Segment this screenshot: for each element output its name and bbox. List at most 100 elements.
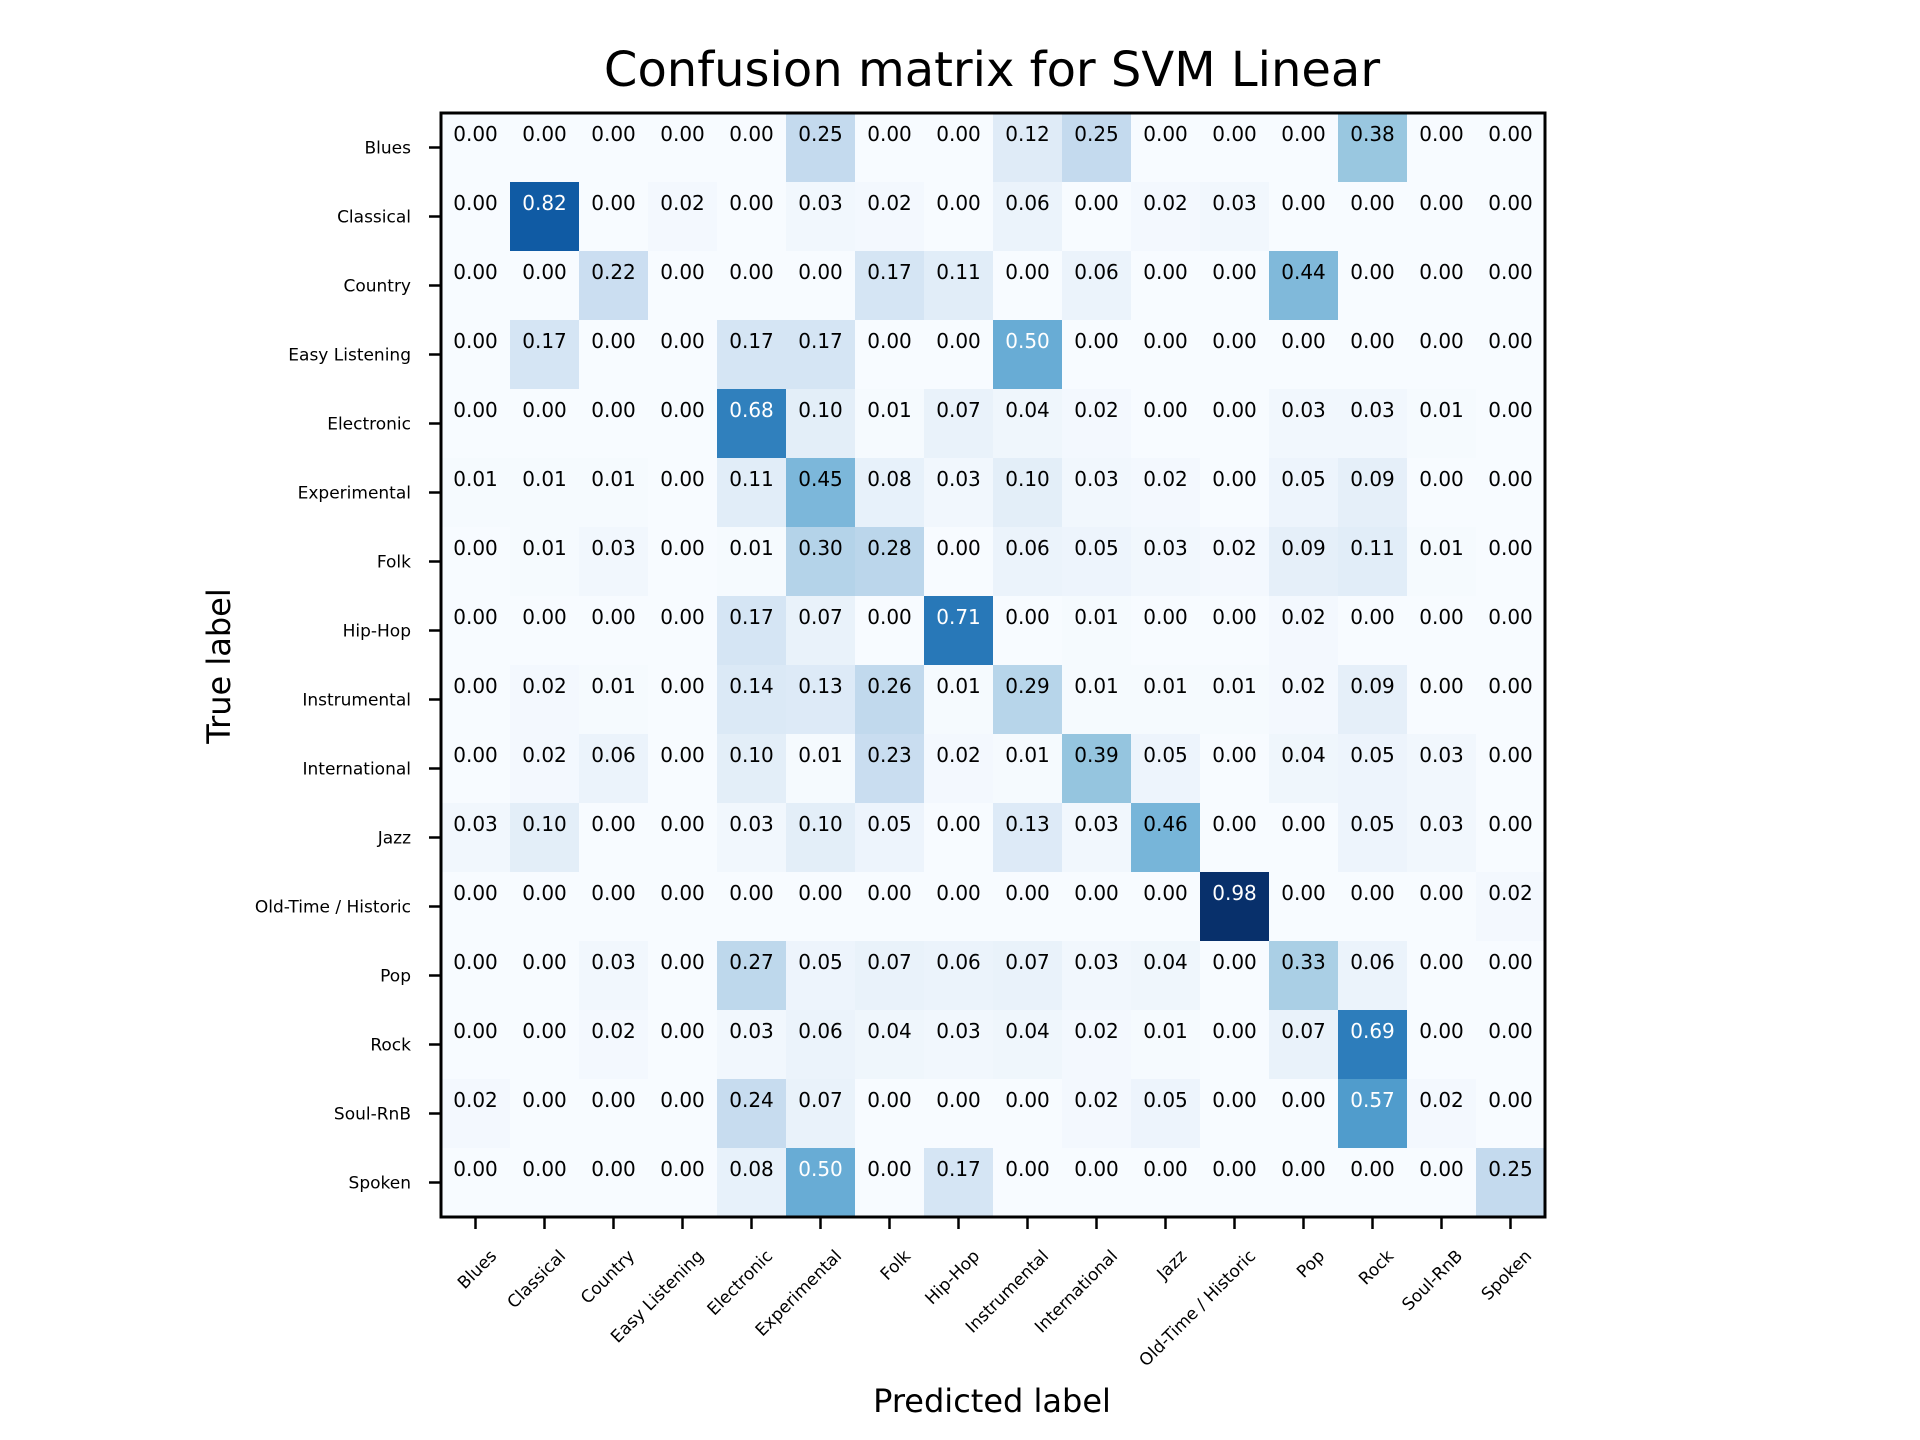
heatmap-cell [1062, 1148, 1132, 1218]
cell-value-label: 0.00 [1143, 329, 1188, 353]
heatmap-cell [717, 320, 787, 390]
heatmap-cell [510, 1148, 580, 1218]
heatmap-cell [441, 1010, 511, 1080]
heatmap-cell [1407, 320, 1477, 390]
heatmap-cell [1200, 596, 1270, 666]
cell-value-label: 0.10 [522, 812, 567, 836]
heatmap-cell [855, 734, 925, 804]
heatmap-cell [1269, 182, 1339, 252]
heatmap-cell [441, 113, 511, 183]
cell-value-label: 0.02 [1488, 881, 1533, 905]
cell-value-label: 0.00 [867, 881, 912, 905]
cell-value-label: 0.00 [1143, 1157, 1188, 1181]
heatmap-cell [993, 803, 1063, 873]
heatmap-cell [441, 734, 511, 804]
cell-value-label: 0.00 [453, 1019, 498, 1043]
cell-value-label: 0.00 [522, 122, 567, 146]
cell-value-label: 0.03 [1143, 536, 1188, 560]
cell-value-label: 0.00 [591, 1088, 636, 1112]
heatmap-cell [441, 1079, 511, 1149]
cell-value-label: 0.00 [1143, 122, 1188, 146]
heatmap-cell [1407, 113, 1477, 183]
y-tick-label: Classical [337, 208, 411, 228]
cell-value-label: 0.00 [660, 122, 705, 146]
heatmap-cell [924, 665, 994, 735]
cell-value-label: 0.24 [729, 1088, 774, 1112]
y-axis-ticks: Blues Classical Country Easy Listening Elect… [255, 139, 441, 1194]
heatmap-cell [1269, 872, 1339, 942]
heatmap-cell [1476, 941, 1546, 1011]
heatmap-cell [1131, 1010, 1201, 1080]
heatmap-cell [1062, 389, 1132, 459]
cell-value-label: 0.00 [522, 1019, 567, 1043]
heatmap-cell [441, 458, 511, 528]
heatmap-cell [579, 113, 649, 183]
cell-value-label: 0.04 [1143, 950, 1188, 974]
cell-value-label: 0.09 [1350, 467, 1395, 491]
cell-value-label: 0.00 [1005, 260, 1050, 284]
heatmap-cell [1269, 389, 1339, 459]
cell-value-label: 0.17 [729, 605, 774, 629]
cell-value-label: 0.03 [453, 812, 498, 836]
cell-value-label: 0.00 [1419, 881, 1464, 905]
cell-value-label: 0.17 [729, 329, 774, 353]
y-tick-label: Soul-RnB [334, 1105, 411, 1125]
cell-value-label: 0.03 [1212, 191, 1257, 215]
heatmap-cell [1407, 251, 1477, 321]
cell-value-label: 0.00 [660, 1019, 705, 1043]
heatmap-cell [579, 389, 649, 459]
cell-value-label: 0.00 [453, 950, 498, 974]
y-tick-label: Pop [380, 967, 411, 987]
cell-value-label: 0.00 [1419, 191, 1464, 215]
cell-value-label: 0.00 [660, 743, 705, 767]
cell-value-label: 0.50 [1005, 329, 1050, 353]
heatmap-cell [510, 389, 580, 459]
cell-value-label: 0.00 [1350, 260, 1395, 284]
cell-value-label: 0.00 [936, 536, 981, 560]
cell-value-label: 0.00 [1488, 1088, 1533, 1112]
cell-value-label: 0.06 [1005, 536, 1050, 560]
cell-value-label: 0.00 [1419, 1019, 1464, 1043]
heatmap-cell [1407, 389, 1477, 459]
cell-value-label: 0.00 [936, 1088, 981, 1112]
heatmap-cell [1476, 251, 1546, 321]
cell-value-label: 0.08 [867, 467, 912, 491]
cell-value-label: 0.00 [867, 122, 912, 146]
cell-value-label: 0.00 [1212, 1157, 1257, 1181]
heatmap-cell [993, 1079, 1063, 1149]
cell-value-label: 0.01 [1143, 674, 1188, 698]
heatmap-cell [786, 872, 856, 942]
heatmap-cell [1338, 872, 1408, 942]
heatmap-cell [1476, 596, 1546, 666]
cell-value-label: 0.00 [453, 743, 498, 767]
heatmap-cell [1200, 251, 1270, 321]
cell-value-label: 0.03 [1074, 812, 1119, 836]
cell-value-label: 0.00 [1143, 398, 1188, 422]
heatmap-cell [924, 113, 994, 183]
heatmap-cell [441, 251, 511, 321]
cell-value-label: 0.00 [1074, 191, 1119, 215]
cell-value-label: 0.57 [1350, 1088, 1395, 1112]
heatmap-cell [1062, 113, 1132, 183]
cell-value-label: 0.02 [1143, 191, 1188, 215]
cell-value-label: 0.22 [591, 260, 636, 284]
heatmap-cell [786, 458, 856, 528]
cell-value-label: 0.50 [798, 1157, 843, 1181]
cell-value-label: 0.01 [1419, 536, 1464, 560]
heatmap-cell [924, 596, 994, 666]
heatmap-cell [1269, 527, 1339, 597]
cell-value-label: 0.00 [453, 260, 498, 284]
heatmap-cell [1338, 527, 1408, 597]
heatmap-cell [855, 182, 925, 252]
cell-value-label: 0.00 [660, 536, 705, 560]
cell-value-label: 0.10 [798, 398, 843, 422]
cell-value-label: 0.00 [798, 260, 843, 284]
heatmap-cell [648, 1079, 718, 1149]
heatmap-cell [993, 734, 1063, 804]
cell-value-label: 0.06 [1005, 191, 1050, 215]
cell-value-label: 0.00 [1281, 812, 1326, 836]
cell-value-label: 0.29 [1005, 674, 1050, 698]
cell-value-label: 0.04 [1005, 1019, 1050, 1043]
cell-value-label: 0.00 [1488, 260, 1533, 284]
cell-value-label: 0.00 [1488, 1019, 1533, 1043]
